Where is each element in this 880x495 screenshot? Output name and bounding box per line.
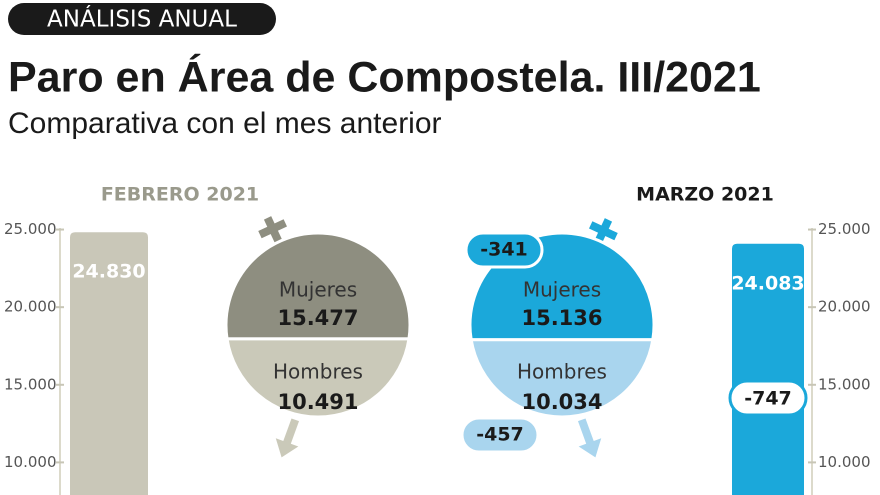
change-label: -747 — [744, 388, 792, 410]
y-tick-label: 10.000 — [818, 453, 871, 471]
pie-category: Mujeres — [279, 278, 357, 302]
female-symbol — [258, 216, 287, 247]
y-tick-label: 25.000 — [4, 220, 57, 238]
y-tick-label: 15.000 — [4, 375, 57, 393]
y-tick-label: 10.000 — [4, 453, 57, 471]
bar-title: FEBRERO 2021 — [101, 184, 259, 206]
badge-text: ANÁLISIS ANUAL — [47, 5, 237, 33]
bar-value-label: 24.830 — [72, 261, 145, 283]
pie-value-label: 10.034 — [521, 390, 602, 414]
pie-slice — [225, 337, 411, 419]
pie-category: Mujeres — [523, 278, 601, 302]
bar-title: MARZO 2021 — [636, 184, 774, 206]
badge — [8, 3, 276, 35]
bar-value-label: 24.083 — [731, 272, 804, 294]
pie-value-label: 10.491 — [277, 390, 358, 414]
title: Paro en Área de Compostela. III/2021 — [8, 53, 761, 101]
change-pill — [464, 231, 544, 269]
change-label: -341 — [480, 239, 528, 261]
y-tick-label: 20.000 — [818, 298, 871, 316]
change-pill — [728, 379, 808, 417]
pie-category: Hombres — [517, 360, 607, 384]
pie-slice — [224, 231, 412, 341]
change-label: -457 — [476, 424, 524, 446]
y-tick-label: 25.000 — [818, 220, 871, 238]
male-symbol — [577, 418, 602, 458]
y-tick-label: 20.000 — [4, 298, 57, 316]
bar — [732, 243, 804, 495]
bar — [70, 232, 148, 495]
y-tick-label: 15.000 — [818, 375, 871, 393]
pie-value-label: 15.477 — [277, 306, 358, 330]
change-pill — [460, 416, 540, 454]
pie-category: Hombres — [273, 360, 363, 384]
pie-slice — [469, 338, 655, 419]
pie-value-label: 15.136 — [521, 306, 602, 330]
subtitle: Comparativa con el mes anterior — [8, 107, 442, 140]
male-symbol — [275, 418, 300, 458]
